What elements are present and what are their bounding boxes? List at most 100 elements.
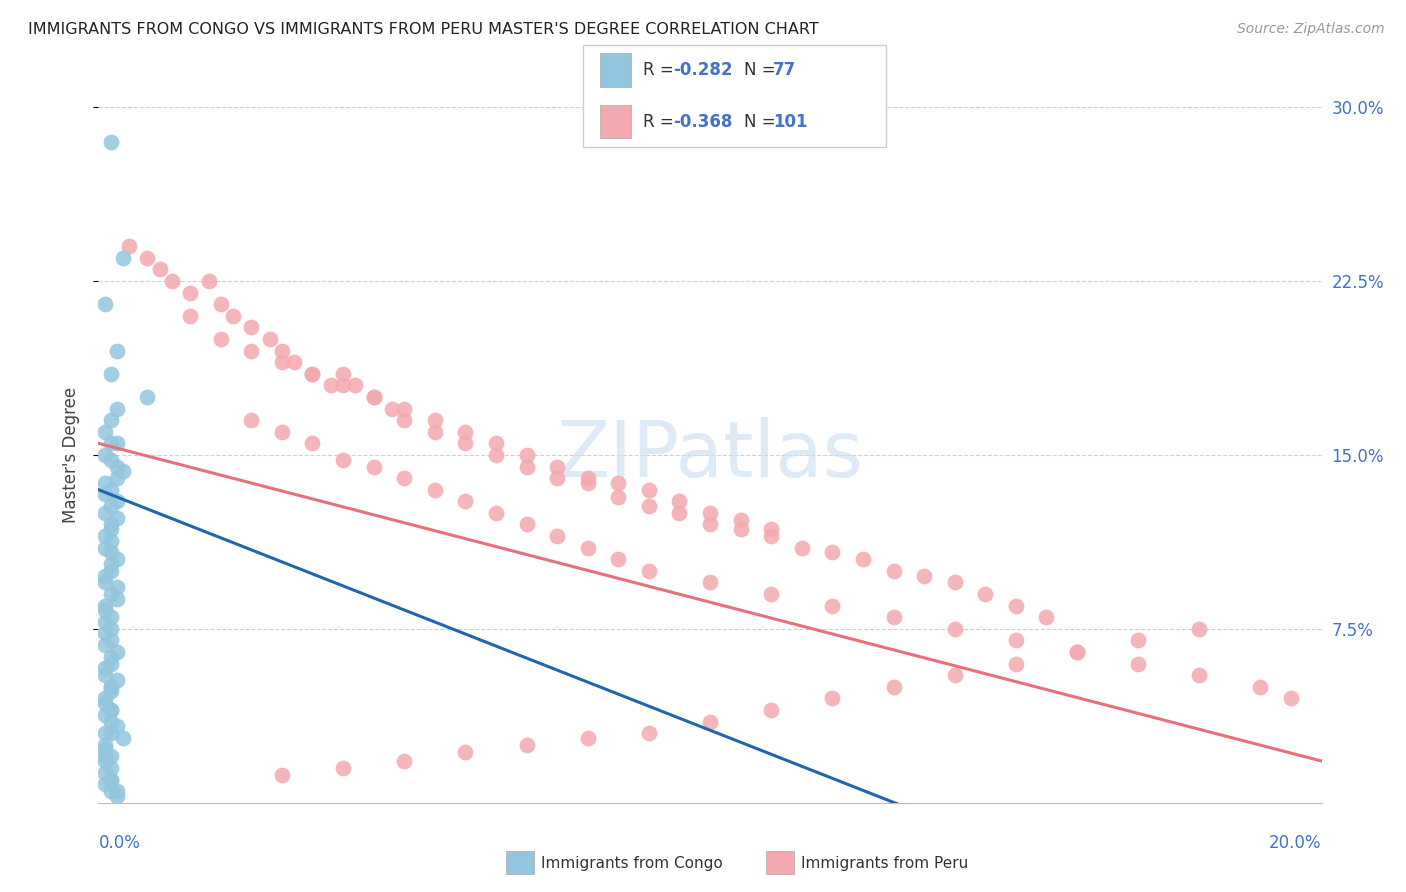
Point — [93, 603, 115, 617]
Point — [105, 789, 128, 803]
Point — [1279, 691, 1302, 706]
Point — [100, 684, 122, 698]
Point — [118, 239, 141, 253]
Point — [93, 777, 115, 791]
Text: R =: R = — [643, 112, 679, 130]
Point — [423, 425, 446, 439]
Point — [100, 483, 122, 497]
Point — [485, 448, 508, 462]
Point — [332, 367, 354, 381]
Point — [344, 378, 367, 392]
Point — [105, 436, 128, 450]
Point — [100, 784, 122, 798]
Text: 0.0%: 0.0% — [98, 834, 141, 852]
Point — [301, 367, 323, 381]
Point — [1128, 657, 1150, 671]
Point — [100, 726, 122, 740]
Point — [105, 343, 128, 358]
Point — [821, 599, 844, 613]
Point — [668, 494, 690, 508]
Point — [93, 696, 115, 710]
Point — [259, 332, 281, 346]
Point — [516, 448, 538, 462]
Point — [100, 622, 122, 636]
Point — [93, 297, 115, 311]
Point — [454, 436, 477, 450]
Point — [607, 490, 630, 504]
Point — [576, 541, 599, 555]
Text: -0.368: -0.368 — [673, 112, 733, 130]
Point — [283, 355, 305, 369]
Point — [100, 436, 122, 450]
Point — [111, 251, 134, 265]
Point — [100, 499, 122, 513]
Point — [105, 459, 128, 474]
Point — [93, 615, 115, 629]
Point — [160, 274, 183, 288]
Point — [516, 738, 538, 752]
Point — [883, 564, 905, 578]
Point — [852, 552, 875, 566]
Point — [105, 510, 128, 524]
Point — [454, 494, 477, 508]
Point — [363, 390, 385, 404]
Point — [111, 731, 134, 745]
Point — [179, 309, 201, 323]
Point — [699, 506, 721, 520]
Point — [100, 649, 122, 664]
Point — [516, 459, 538, 474]
Point — [730, 522, 752, 536]
Point — [100, 522, 122, 536]
Point — [576, 471, 599, 485]
Point — [821, 691, 844, 706]
Point — [240, 343, 263, 358]
Text: 20.0%: 20.0% — [1270, 834, 1322, 852]
Point — [759, 522, 782, 536]
Point — [93, 726, 115, 740]
Point — [699, 575, 721, 590]
Point — [93, 707, 115, 722]
Point — [1188, 668, 1211, 682]
Point — [1066, 645, 1088, 659]
Point — [100, 610, 122, 624]
Point — [105, 591, 128, 606]
Text: -0.282: -0.282 — [673, 62, 733, 79]
Point — [100, 633, 122, 648]
Point — [93, 626, 115, 640]
Point — [100, 761, 122, 775]
Point — [912, 568, 935, 582]
Point — [332, 452, 354, 467]
Point — [943, 668, 966, 682]
Point — [392, 754, 416, 768]
Point — [100, 680, 122, 694]
Point — [100, 564, 122, 578]
Point — [179, 285, 201, 300]
Point — [423, 483, 446, 497]
Point — [100, 545, 122, 559]
Point — [136, 390, 159, 404]
Point — [607, 475, 630, 490]
Point — [759, 587, 782, 601]
Point — [392, 471, 416, 485]
Point — [454, 425, 477, 439]
Point — [576, 731, 599, 745]
Point — [363, 459, 385, 474]
Point — [149, 262, 172, 277]
Point — [197, 274, 219, 288]
Point — [93, 661, 115, 675]
Point — [301, 367, 323, 381]
Point — [100, 772, 122, 787]
Text: R =: R = — [643, 62, 679, 79]
Point — [637, 483, 661, 497]
Point — [1004, 633, 1026, 648]
Point — [93, 765, 115, 780]
Point — [883, 680, 905, 694]
Point — [93, 749, 115, 764]
Point — [319, 378, 342, 392]
Point — [270, 425, 292, 439]
Point — [100, 657, 122, 671]
Point — [1004, 657, 1026, 671]
Point — [1128, 633, 1150, 648]
Point — [699, 517, 721, 532]
Point — [93, 638, 115, 652]
